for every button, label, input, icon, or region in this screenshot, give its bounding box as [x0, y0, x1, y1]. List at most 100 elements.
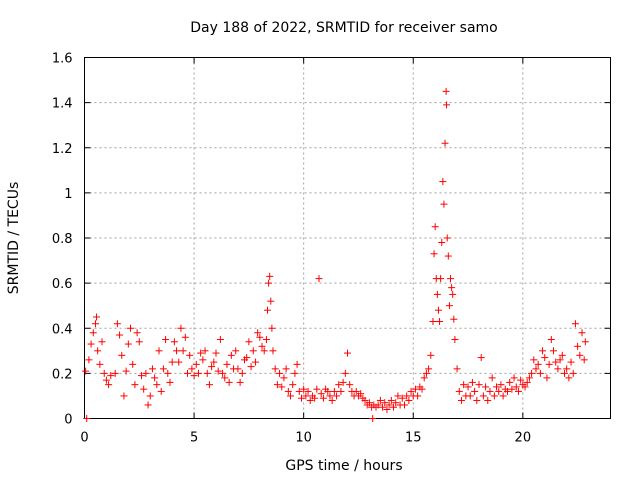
data-point [430, 250, 438, 258]
data-point [227, 351, 235, 359]
data-point [131, 381, 139, 389]
data-point [269, 347, 277, 355]
data-point [567, 358, 575, 366]
data-point [581, 338, 589, 346]
data-point [201, 347, 209, 355]
data-point [87, 340, 95, 348]
data-point [153, 381, 161, 389]
data-point [181, 333, 189, 341]
data-point [271, 365, 279, 373]
data-point [352, 387, 360, 395]
y-tick-label: 0.2 [52, 367, 73, 382]
y-tick-label: 0 [64, 413, 72, 428]
data-point [258, 342, 266, 350]
data-point [442, 87, 450, 95]
y-tick-label: 1.4 [52, 97, 73, 112]
data-point [512, 383, 520, 391]
data-point [556, 356, 564, 364]
data-point [376, 396, 384, 404]
data-point [273, 381, 281, 389]
data-point [190, 372, 198, 380]
data-point [326, 392, 334, 400]
data-point [392, 399, 400, 407]
data-point [278, 383, 286, 391]
data-point [264, 306, 272, 314]
data-point [260, 347, 268, 355]
data-point [569, 369, 577, 377]
data-point [490, 392, 498, 400]
data-point [179, 347, 187, 355]
data-point [545, 360, 553, 368]
data-point [159, 365, 167, 373]
data-point [574, 342, 582, 350]
data-point [337, 387, 345, 395]
data-point [295, 387, 303, 395]
data-point [102, 376, 110, 384]
data-point [116, 331, 124, 339]
data-point [444, 252, 452, 260]
data-point [282, 365, 290, 373]
data-point [580, 356, 588, 364]
data-point [280, 374, 288, 382]
data-point [541, 354, 549, 362]
data-point [330, 387, 338, 395]
x-tick-label: 15 [405, 431, 422, 446]
data-point [91, 320, 99, 328]
data-point [563, 365, 571, 373]
data-point [448, 284, 456, 292]
data-point [192, 360, 200, 368]
data-point [127, 324, 135, 332]
data-point [256, 333, 264, 341]
y-tick-label: 1.2 [52, 142, 73, 157]
data-point [157, 387, 165, 395]
data-point [440, 200, 448, 208]
data-point [302, 392, 310, 400]
data-point [135, 338, 143, 346]
data-point [164, 369, 172, 377]
data-point [319, 394, 327, 402]
data-point [497, 381, 505, 389]
data-point [525, 374, 533, 382]
data-point [436, 317, 444, 325]
data-point [203, 369, 211, 377]
data-point [254, 329, 262, 337]
data-point [219, 369, 227, 377]
data-point [460, 381, 468, 389]
data-point [289, 381, 297, 389]
data-point [247, 363, 255, 371]
y-tick-label: 1 [64, 187, 72, 202]
data-point [188, 365, 196, 373]
axis-ticks [84, 57, 611, 419]
data-point [550, 347, 558, 355]
data-point [249, 347, 257, 355]
data-point [225, 378, 233, 386]
data-point [317, 390, 325, 398]
data-point [186, 351, 194, 359]
data-point [214, 367, 222, 375]
data-point [234, 365, 242, 373]
data-point [315, 275, 323, 283]
data-points [82, 87, 589, 422]
data-point [168, 358, 176, 366]
data-point [137, 372, 145, 380]
data-point [560, 369, 568, 377]
data-point [142, 369, 150, 377]
data-point [565, 374, 573, 382]
data-point [83, 415, 91, 422]
data-point [82, 367, 90, 375]
data-point [170, 338, 178, 346]
data-point [184, 369, 192, 377]
data-point [266, 272, 274, 280]
data-point [455, 387, 463, 395]
data-point [107, 372, 115, 380]
data-point [414, 392, 422, 400]
data-point [93, 313, 101, 321]
data-point [140, 385, 148, 393]
data-point [379, 403, 387, 411]
data-point [493, 383, 501, 391]
x-axis-label: GPS time / hours [285, 458, 402, 474]
data-point [173, 347, 181, 355]
data-point [268, 324, 276, 332]
data-point [208, 363, 216, 371]
